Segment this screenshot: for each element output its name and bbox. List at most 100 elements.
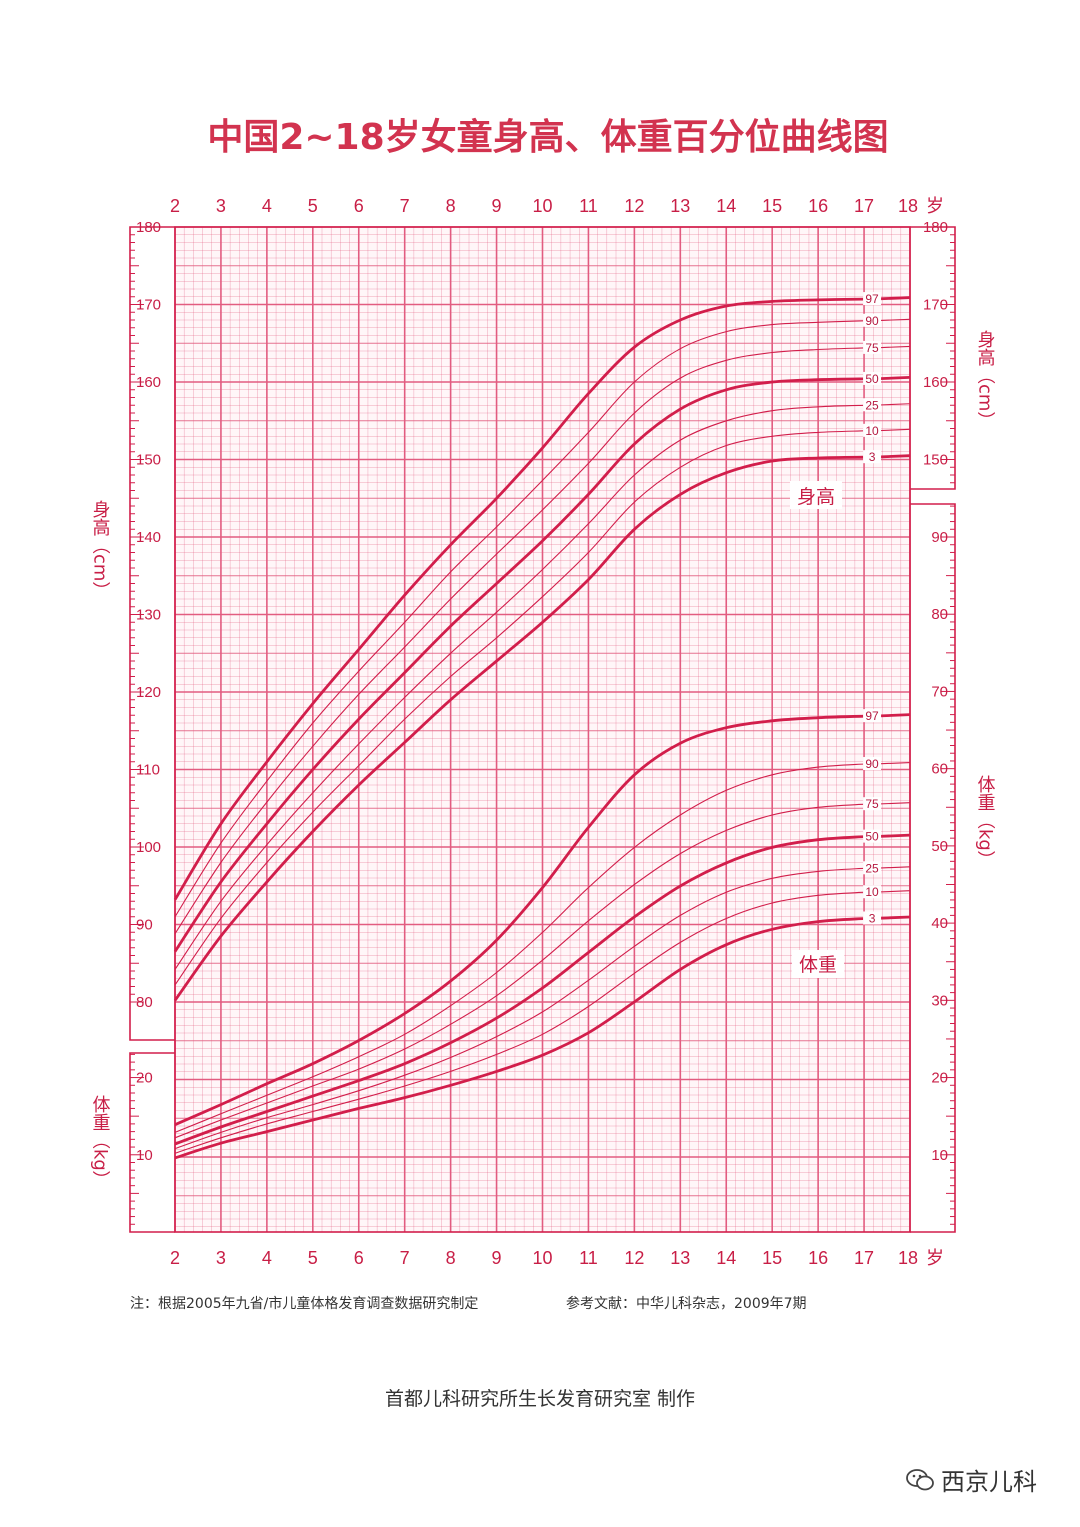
weight-pct-label-p50: 50 (865, 830, 879, 844)
age-tick-bottom: 6 (354, 1248, 364, 1268)
age-tick-bottom: 12 (624, 1248, 644, 1268)
height-tick-right: 150 (923, 452, 948, 469)
weight-tick-right: 90 (931, 529, 948, 546)
height-curve-p97 (173, 297, 865, 901)
height-pct-label-p97: 97 (865, 292, 879, 306)
right-height-axis-title: 身高（cm） (975, 330, 996, 430)
height-tick-left: 180 (136, 219, 161, 236)
plot-border (174, 226, 911, 1233)
height-pct-label-p10: 10 (865, 424, 879, 438)
axis-frame (129, 226, 956, 1233)
height-pct-label-bg (863, 423, 882, 437)
weight-pct-label-bg (863, 885, 882, 899)
height-tick-right: 180 (923, 219, 948, 236)
height-curve-p50 (173, 377, 865, 953)
height-curve-p75 (174, 347, 865, 935)
age-tick-bottom: 9 (492, 1248, 502, 1268)
weight-pct-label-bg (863, 757, 882, 771)
age-tick-bottom: 18 (898, 1248, 918, 1268)
tick-labels: 2 2 3 3 4 4 5 5 6 6 7 7 8 8 9 9 10 10 11 11 12 12 13 13 14 14 15 15… (136, 196, 948, 1268)
age-tick-top: 5 (308, 196, 318, 216)
age-tick-top: 8 (446, 196, 456, 216)
weight-pct-label-bg (863, 797, 882, 811)
height-tick-left: 150 (136, 452, 161, 469)
height-tick-right: 160 (923, 374, 948, 391)
height-tick-left: 130 (136, 607, 161, 624)
weight-pct-label-p97: 97 (865, 709, 879, 723)
weight-pct-label-p90: 90 (865, 757, 879, 771)
height-pct-label-bg (863, 292, 882, 306)
footer-credit: 首都儿科研究所生长发育研究室 制作 (385, 1388, 695, 1410)
weight-tick-right: 20 (931, 1070, 948, 1087)
weight-pct-label-bg (863, 861, 882, 875)
left-weight-axis-title: 体重（kg） (90, 1095, 111, 1189)
age-tick-top: 12 (624, 196, 644, 216)
height-panel-label: 身高 (797, 486, 835, 508)
age-unit-bottom: 岁 (926, 1248, 944, 1268)
weight-curve-p25 (174, 867, 865, 1150)
weight-curve-p3 (174, 917, 865, 1160)
age-tick-top: 14 (716, 196, 736, 216)
height-pct-label-p3: 3 (869, 450, 876, 464)
height-pct-label-p25: 25 (865, 398, 879, 412)
source-note: 注：根据2005年九省/市儿童体格发育调查数据研究制定 (130, 1295, 478, 1312)
weight-pct-label-p75: 75 (865, 797, 879, 811)
age-tick-bottom: 17 (854, 1248, 874, 1268)
height-pct-label-p50: 50 (865, 372, 879, 386)
age-tick-top: 3 (216, 196, 226, 216)
age-tick-bottom: 2 (170, 1248, 180, 1268)
age-tick-bottom: 10 (532, 1248, 552, 1268)
age-tick-top: 10 (532, 196, 552, 216)
age-tick-top: 6 (354, 196, 364, 216)
age-tick-bottom: 5 (308, 1248, 318, 1268)
weight-tick-right: 50 (931, 838, 948, 855)
age-tick-top: 15 (762, 196, 782, 216)
weight-tick-right: 80 (931, 606, 948, 623)
age-tick-top: 4 (262, 196, 272, 216)
height-tick-left: 110 (136, 762, 160, 779)
weight-pct-label-p25: 25 (865, 861, 879, 875)
age-tick-bottom: 7 (400, 1248, 410, 1268)
weight-panel-label: 体重 (799, 954, 837, 976)
height-tick-left: 170 (136, 297, 161, 314)
age-tick-bottom: 13 (670, 1248, 690, 1268)
age-tick-top: 9 (492, 196, 502, 216)
weight-curve-p50 (174, 835, 865, 1146)
height-pct-label-p75: 75 (865, 341, 879, 355)
height-pct-label-bg (863, 371, 882, 385)
height-pct-label-bg (863, 313, 882, 327)
watermark: 西京儿科 (905, 1462, 1037, 1497)
height-pct-label-p90: 90 (865, 314, 879, 328)
weight-tick-right: 10 (931, 1147, 948, 1164)
weight-tick-left: 20 (136, 1070, 153, 1087)
weight-pct-label-p3: 3 (869, 911, 876, 925)
height-tick-left: 80 (136, 994, 153, 1011)
weight-curve-p75 (174, 803, 865, 1139)
percentile-curves: 3 10 25 50 75 90 97 3 10 25 50 75 90 97 (173, 292, 911, 1160)
age-tick-bottom: 4 (262, 1248, 272, 1268)
height-tick-right: 170 (923, 297, 948, 314)
weight-curve-p90 (174, 763, 865, 1133)
weight-curve-p97 (174, 714, 865, 1126)
left-weight-bracket (129, 1052, 175, 1233)
height-curve-p90 (174, 320, 865, 918)
height-tick-left: 140 (136, 529, 161, 546)
height-curve-p10 (174, 430, 865, 986)
height-tick-left: 120 (136, 684, 161, 701)
age-tick-top: 17 (854, 196, 874, 216)
grid (174, 226, 911, 1232)
weight-pct-label-p10: 10 (865, 885, 879, 899)
height-tick-left: 160 (136, 374, 161, 391)
left-height-axis-title: 身高（cm） (90, 500, 111, 600)
age-tick-top: 7 (400, 196, 410, 216)
age-tick-top: 11 (579, 196, 598, 216)
age-tick-bottom: 14 (716, 1248, 736, 1268)
height-tick-left: 100 (136, 839, 161, 856)
height-pct-label-bg (863, 398, 882, 412)
weight-curve-p10 (174, 891, 865, 1154)
height-curve-p3 (173, 455, 865, 1002)
height-pct-label-bg (863, 340, 882, 354)
age-tick-bottom: 16 (808, 1248, 828, 1268)
weight-tick-left: 10 (136, 1147, 153, 1164)
